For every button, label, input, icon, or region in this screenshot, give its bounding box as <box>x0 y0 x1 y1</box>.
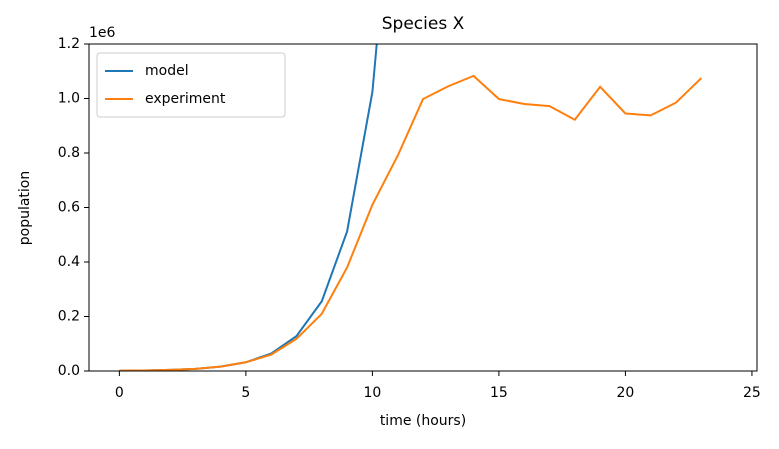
x-tick-label: 5 <box>241 385 250 401</box>
x-tick-label: 10 <box>363 385 381 401</box>
legend-box <box>96 52 286 118</box>
y-tick-label: 0.8 <box>58 145 80 161</box>
legend-label: experiment <box>145 91 226 107</box>
x-tick-label: 15 <box>490 385 508 401</box>
plot-area <box>119 44 703 371</box>
y-tick-label: 0.2 <box>58 309 80 325</box>
x-tick-label: 0 <box>115 385 124 401</box>
x-tick-label: 20 <box>617 385 635 401</box>
y-axis-label: population <box>17 171 33 246</box>
chart-title: Species X <box>382 14 465 34</box>
x-tick-label: 25 <box>743 385 761 401</box>
y-tick-label: 0.4 <box>58 254 80 270</box>
legend-label: model <box>145 63 189 79</box>
axes-frame <box>88 43 758 372</box>
y-tick-label: 1.0 <box>58 91 80 107</box>
series-line <box>119 74 703 371</box>
y-tick-label: 0.6 <box>58 200 80 216</box>
x-axis-label: time (hours) <box>380 413 466 429</box>
y-tick-label: 1.2 <box>58 36 80 52</box>
y-tick-label: 0.0 <box>58 363 80 379</box>
y-offset-label: 1e6 <box>89 25 116 41</box>
